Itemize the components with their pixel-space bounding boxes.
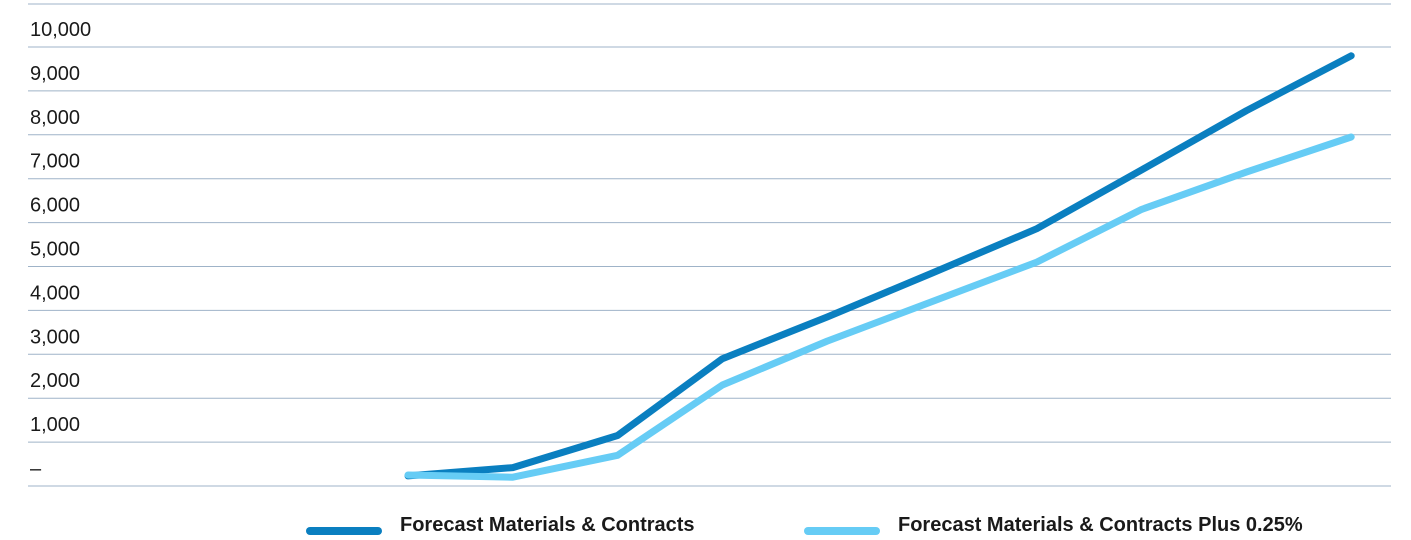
series-line-1	[404, 52, 1355, 480]
series-lines	[404, 52, 1355, 481]
legend-label: Forecast Materials & Contracts Plus 0.25…	[898, 514, 1303, 536]
legend-item-2: Forecast Materials & Contracts Plus 0.25…	[804, 514, 1303, 536]
y-tick-label: 5,000	[30, 239, 80, 261]
legend: Forecast Materials & Contracts Forecast M…	[306, 514, 1303, 536]
series-line-2	[404, 133, 1355, 481]
y-tick-label: 6,000	[30, 195, 80, 217]
y-tick-label: 8,000	[30, 107, 80, 129]
y-tick-label: 3,000	[30, 326, 80, 348]
y-tick-label: 1,000	[30, 414, 80, 436]
y-tick-label: 7,000	[30, 151, 80, 173]
y-tick-label: 4,000	[30, 282, 80, 304]
y-axis-ticks: – 1,000 2,000 3,000 4,000 5,000 6,000 7,000 8,00…	[30, 19, 91, 480]
gridlines	[28, 3, 1391, 487]
y-tick-label: 10,000	[30, 19, 91, 41]
y-tick-label: 9,000	[30, 63, 80, 85]
y-tick-label: 2,000	[30, 370, 80, 392]
legend-item-1: Forecast Materials & Contracts	[306, 514, 695, 536]
y-tick-label: –	[30, 458, 42, 480]
legend-label: Forecast Materials & Contracts	[400, 514, 695, 536]
